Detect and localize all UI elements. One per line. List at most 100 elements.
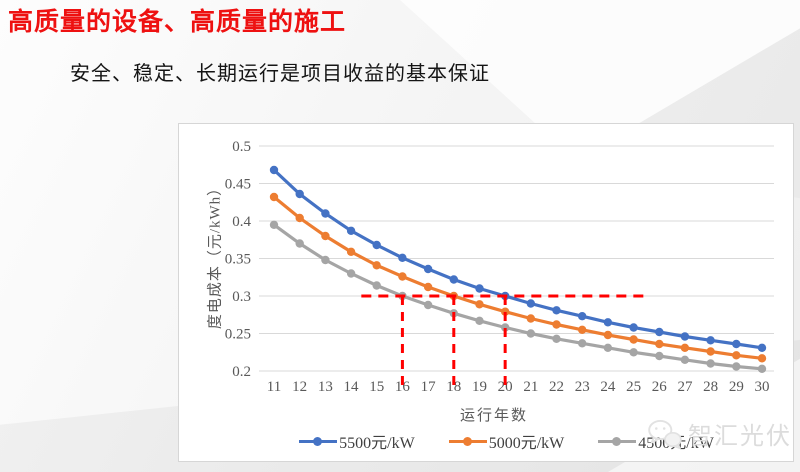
- data-point: [346, 247, 356, 256]
- data-point: [321, 255, 330, 265]
- x-tick-label: 28: [703, 379, 718, 395]
- y-tick-label: 0.25: [225, 327, 251, 343]
- x-tick-label: 27: [677, 379, 693, 395]
- data-point: [295, 213, 304, 223]
- data-point: [526, 299, 535, 308]
- data-point: [475, 316, 484, 325]
- data-point: [578, 312, 587, 321]
- y-axis-title: 度电成本（元/kWh）: [207, 179, 224, 330]
- data-point: [423, 282, 433, 292]
- data-point: [655, 339, 664, 349]
- series-line: [272, 195, 764, 360]
- data-point: [526, 329, 535, 338]
- data-point: [732, 351, 741, 360]
- data-point: [680, 343, 690, 352]
- data-point: [680, 332, 690, 341]
- data-point: [526, 314, 535, 323]
- data-point: [706, 336, 715, 345]
- data-point: [680, 355, 690, 364]
- x-tick-label: 20: [498, 379, 513, 395]
- data-point: [706, 347, 715, 356]
- data-point: [603, 330, 613, 340]
- y-tick-label: 0.3: [232, 289, 251, 305]
- data-point: [346, 269, 356, 278]
- data-point: [372, 281, 381, 290]
- x-tick-label: 13: [318, 379, 333, 395]
- x-axis-title: 运行年数: [459, 408, 528, 424]
- x-tick-label: 21: [523, 379, 538, 395]
- data-point: [603, 318, 613, 327]
- x-tick-label: 30: [755, 379, 770, 395]
- x-tick-label: 29: [729, 379, 744, 395]
- x-tick-label: 24: [600, 379, 616, 395]
- legend-item-5000: 5000元/kW: [448, 429, 565, 453]
- y-tick-label: 0.35: [225, 252, 251, 268]
- legend-label: 5500元/kW: [339, 435, 415, 452]
- series-line: [272, 168, 764, 350]
- data-point: [346, 226, 356, 235]
- data-point: [372, 261, 381, 270]
- data-point: [295, 239, 304, 248]
- x-tick-label: 14: [344, 379, 360, 395]
- x-tick-label: 17: [421, 379, 437, 395]
- data-point: [552, 334, 561, 343]
- page-title: 高质量的设备、高质量的施工: [8, 8, 347, 36]
- watermark-label: 智汇光伏: [688, 423, 792, 450]
- data-point: [603, 343, 613, 352]
- data-point: [629, 335, 638, 344]
- data-point: [732, 362, 741, 371]
- data-point: [655, 351, 664, 361]
- data-point: [398, 253, 407, 262]
- data-point: [706, 359, 715, 368]
- y-tick-label: 0.4: [232, 214, 251, 230]
- x-tick-label: 11: [267, 379, 281, 395]
- data-point: [552, 320, 561, 329]
- y-tick-label: 0.45: [225, 177, 251, 193]
- data-point: [321, 209, 330, 218]
- data-point: [475, 300, 484, 309]
- y-tick-label: 0.5: [232, 139, 251, 155]
- data-point: [629, 348, 638, 357]
- data-point: [295, 189, 304, 199]
- data-point: [475, 284, 484, 293]
- x-tick-label: 18: [446, 379, 461, 395]
- data-point: [578, 339, 587, 348]
- data-point: [449, 275, 458, 284]
- legend-item-5500: 5500元/kW: [299, 429, 415, 453]
- data-point: [269, 220, 279, 229]
- x-tick-label: 19: [472, 379, 487, 395]
- data-point: [423, 300, 433, 310]
- legend-label: 5000元/kW: [488, 435, 565, 452]
- data-point: [757, 343, 767, 352]
- x-tick-label: 23: [575, 379, 590, 395]
- data-point: [372, 240, 381, 250]
- legend-marker-icon: [448, 436, 487, 446]
- data-point: [269, 165, 279, 175]
- data-point: [398, 272, 407, 281]
- x-tick-label: 26: [652, 379, 668, 395]
- legend-marker-icon: [598, 436, 637, 446]
- data-point: [321, 231, 330, 241]
- data-point: [501, 323, 510, 332]
- data-point: [655, 327, 664, 337]
- x-tick-label: 12: [292, 379, 307, 395]
- data-point: [757, 364, 767, 373]
- data-point: [423, 264, 433, 274]
- series-line: [272, 223, 764, 371]
- chart-panel: 0.2 0.25 0.3 0.35 0.4 0.45 0.5 11 12 13 14 15 16 17 18…: [178, 123, 794, 462]
- watermark: 智汇光伏: [646, 416, 792, 451]
- line-chart: 0.2 0.25 0.3 0.35 0.4 0.45 0.5 11 12 13 14 15 16 17 18…: [225, 139, 774, 395]
- x-tick-label: 25: [626, 379, 641, 395]
- data-point: [732, 339, 741, 349]
- data-point: [552, 306, 561, 315]
- data-point: [269, 192, 279, 202]
- page-subtitle: 安全、稳定、长期运行是项目收益的基本保证: [70, 63, 490, 85]
- data-point: [757, 354, 767, 363]
- x-tick-label: 22: [549, 379, 564, 395]
- x-tick-label: 15: [369, 379, 384, 395]
- data-point: [629, 323, 638, 332]
- y-tick-label: 0.2: [232, 364, 251, 380]
- legend-marker-icon: [299, 436, 338, 446]
- data-point: [578, 325, 587, 334]
- wechat-icon: [648, 419, 682, 449]
